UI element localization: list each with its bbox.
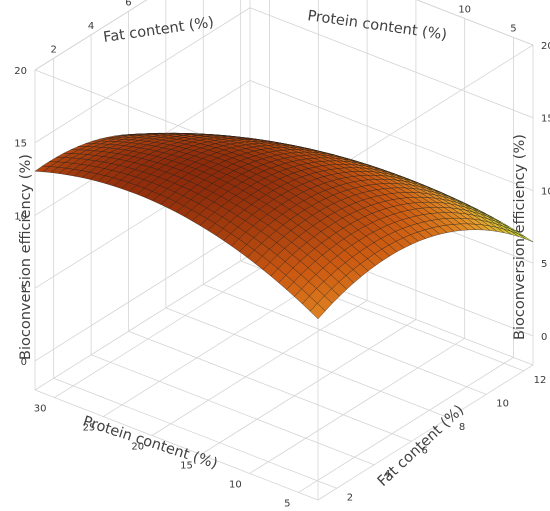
- box-bottom-edge: [34, 389, 319, 501]
- back-wall-gridline: [249, 7, 534, 119]
- floor-gridline-protein: [200, 319, 417, 455]
- floor-gridline-fat: [128, 330, 412, 442]
- tick-labels: 5101520253024681012051015200510152024681…: [14, 0, 550, 509]
- fat-axis-title-top: Fat content (%): [102, 15, 215, 46]
- protein-tick-top: 5: [510, 23, 516, 34]
- box-top-edge: [416, 0, 534, 46]
- box-bottom-edge: [34, 254, 251, 391]
- floor-gridline-fat: [203, 283, 487, 395]
- fat-tick-top: 6: [125, 0, 131, 8]
- protein-tick-label: 25: [83, 423, 96, 434]
- efficiency-tick-right: 15: [541, 114, 550, 125]
- floor-gridline-protein: [54, 262, 270, 398]
- floor-gridline-fat: [53, 377, 337, 489]
- floor-gridline-protein: [103, 281, 319, 417]
- axis-grid: [34, 0, 534, 501]
- box-top-edge: [317, 44, 534, 181]
- floor-gridline-protein: [151, 300, 368, 436]
- fat-tick-label: 10: [496, 398, 509, 409]
- fat-tick-top: 2: [51, 44, 57, 55]
- protein-tick-label: 10: [229, 479, 242, 490]
- efficiency-axis-title-right: Bioconversion efficiency (%): [512, 134, 528, 340]
- efficiency-tick-left: 15: [14, 139, 27, 150]
- protein-tick-top: 10: [458, 4, 471, 15]
- box-bottom-edge: [317, 364, 534, 501]
- fat-tick-top: 4: [88, 21, 94, 32]
- protein-tick-label: 5: [284, 498, 290, 509]
- efficiency-tick-right: 5: [541, 259, 547, 270]
- protein-tick-label: 20: [131, 442, 144, 453]
- efficiency-tick-right: 10: [541, 186, 550, 197]
- efficiency-axis-title-left: Bioconversion efficiency (%): [18, 154, 34, 360]
- left-wall-gridline: [34, 225, 251, 362]
- protein-axis-title-front: Protein content (%): [81, 414, 220, 473]
- efficiency-tick-left: 0: [21, 357, 27, 368]
- back-wall-gridline: [249, 80, 534, 191]
- left-wall-gridline: [34, 7, 251, 144]
- fat-tick-label: 8: [459, 422, 465, 433]
- efficiency-tick-right: 20: [541, 41, 550, 52]
- floor-gridline-fat: [90, 354, 375, 466]
- efficiency-tick-right: 0: [541, 332, 547, 343]
- fat-tick-label: 4: [384, 469, 390, 480]
- fat-tick-label: 2: [347, 492, 353, 503]
- box-top-edge: [34, 0, 148, 71]
- fat-tick-label: 6: [421, 445, 427, 456]
- protein-tick-label: 30: [34, 404, 47, 415]
- floor-gridline-protein: [249, 338, 465, 474]
- protein-tick-label: 15: [180, 460, 193, 471]
- floor-gridline-protein: [298, 357, 514, 493]
- efficiency-tick-left: 10: [14, 211, 27, 222]
- surface-patch: [309, 303, 326, 320]
- floor-gridline-fat: [165, 307, 450, 419]
- efficiency-tick-left: 20: [14, 66, 27, 77]
- surface-mesh: [34, 132, 534, 320]
- efficiency-tick-left: 5: [21, 284, 27, 295]
- fat-tick-label: 12: [534, 375, 547, 386]
